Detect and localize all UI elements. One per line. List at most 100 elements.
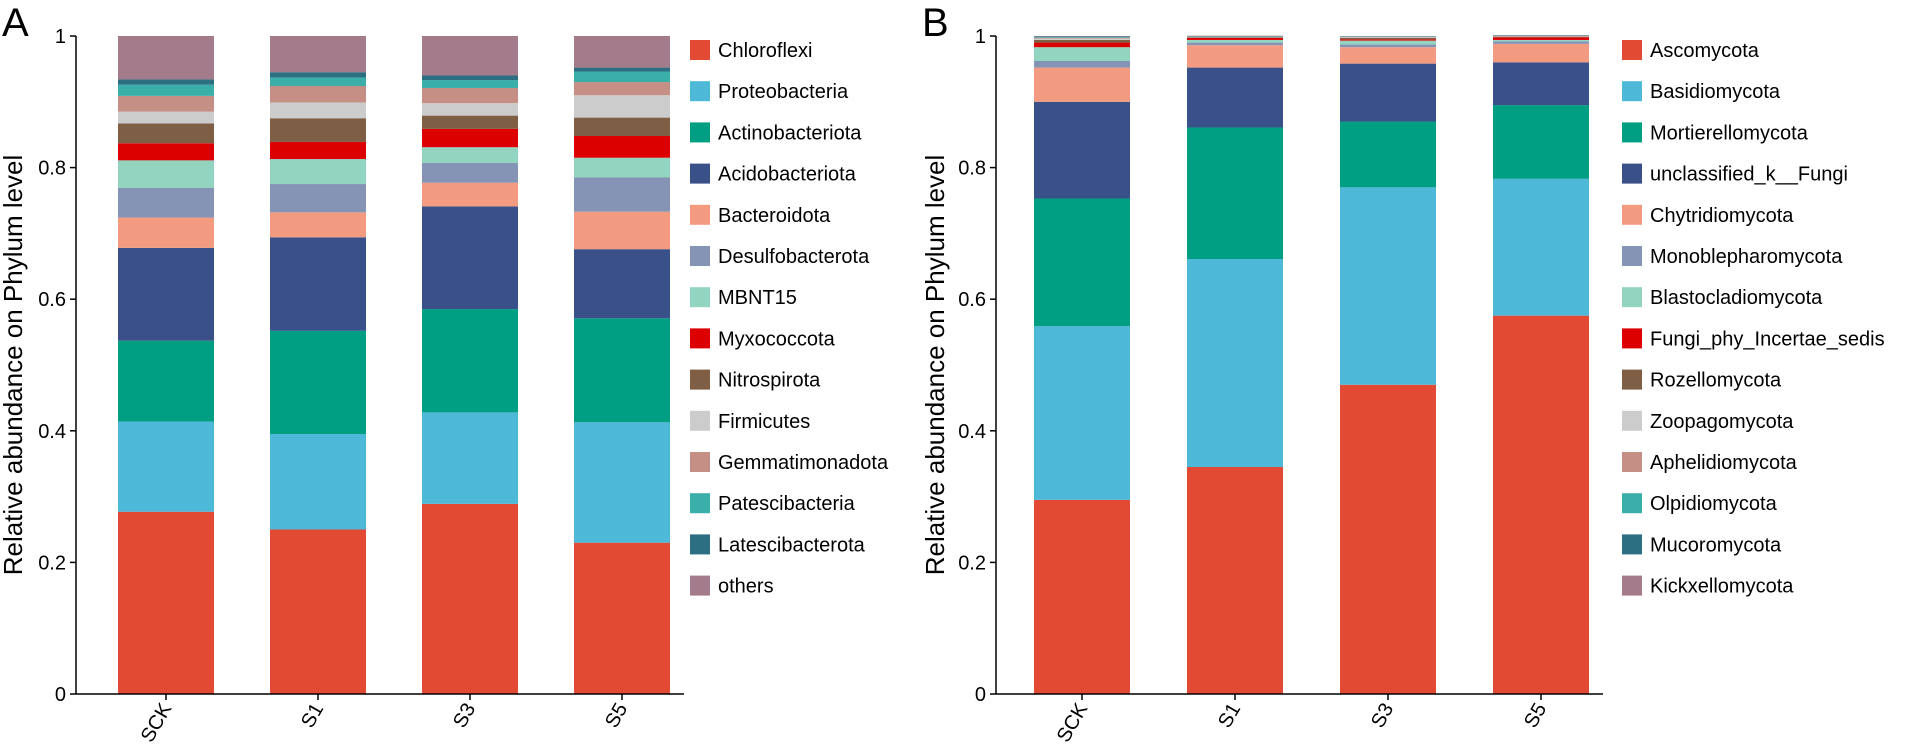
panel-b-bar-s3-seg-3 [1340,63,1436,122]
panel-a-legend-label: Nitrospirota [718,370,821,392]
panel-b-bar-s3-seg-8 [1340,37,1436,40]
panel-b-bar-s5-seg-8 [1493,36,1589,38]
panel-a-bar-s3-seg-12 [422,75,518,81]
panel-a-x-tick-label: S1 [297,700,328,732]
panel-a-legend-swatch [690,287,710,308]
panel-a-legend-swatch [690,204,710,225]
panel-a-bar-s5-seg-11 [574,71,670,83]
panel-a-legend-label: Proteobacteria [718,81,849,103]
panel-a-bar-s1-seg-9 [270,102,366,119]
panel-a-legend: Chloroflexi Proteobacteria Actinobacteriot… [690,40,889,598]
panel-a-bar-sck-seg-13 [118,36,214,80]
panel-b-bar-s5-seg-1 [1493,178,1589,316]
panel-b-bar-sck-seg-8 [1034,39,1130,43]
panel-b-legend-label: Olpidiomycota [1650,493,1778,515]
panel-b-bar-sck-seg-0 [1034,499,1130,694]
panel-a-bar-sck-seg-10 [118,95,214,112]
panel-a-y-axis-title: Relative abundance on Phylum level [0,155,28,576]
panel-b-y-tick-label: 0 [975,684,986,706]
panel-b-bar-s1-seg-7 [1187,37,1283,40]
panel-a-y-tick-label: 0 [55,684,66,706]
panel-a-bar-sck-seg-8 [118,123,214,144]
panel-b-legend-swatch [1622,410,1642,431]
panel-a-bar-s5-seg-7 [574,136,670,158]
panel-b-bar-s5-seg-4 [1493,43,1589,63]
panel-a-bar-s5-seg-5 [574,177,670,212]
panel-b-y-tick-label: 0.8 [958,158,986,180]
panel-b-legend-swatch [1622,246,1642,266]
panel-a-legend-label: Bacteroidota [718,205,831,227]
panel-a-bar-s1-seg-11 [270,77,366,87]
panel-a-bar-sck-seg-0 [118,511,214,694]
panel-b-legend-label: Chytridiomycota [1650,205,1794,227]
panel-b-y-axis-title: Relative abundance on Phylum level [920,155,950,576]
panel-b-bar-s3-seg-2 [1340,121,1436,188]
panel-b-legend: Ascomycota Basidiomycota Mortierellomycota… [1622,40,1885,598]
panel-b-bar-s1-seg-6 [1187,39,1283,43]
panel-b-legend-swatch [1622,204,1642,225]
panel-b-bar-sck-seg-3 [1034,101,1130,199]
panel-b-bar-sck-seg-1 [1034,326,1130,500]
panel-a-bar-sck-seg-6 [118,160,214,188]
panel-a-bar-sck-seg-2 [118,340,214,422]
panel-a-y-tick-label: 0.6 [38,289,66,311]
panel-a-bar-s1-seg-12 [270,72,366,78]
panel-b-legend-swatch [1622,40,1642,60]
panel-b-letter: B [922,1,949,45]
panel-b-bar-sck-seg-5 [1034,61,1130,68]
panel-a-bar-sck-seg-12 [118,79,214,85]
panel-a-bar-s1-seg-13 [270,36,366,73]
panel-b-legend-swatch [1622,122,1642,143]
panel-a-legend-swatch [690,81,710,102]
panel-b-bars [1034,35,1589,694]
panel-a-bar-s3-seg-10 [422,87,518,104]
panel-b-x-tick-label: S1 [1214,700,1245,732]
panel-b-x-tick-label: SCK [1053,699,1093,746]
panel-b-bar-s5-seg-6 [1493,39,1589,42]
panel-a-legend-label: Desulfobacterota [718,246,870,268]
panel-b-bar-s3-seg-5 [1340,44,1436,48]
panel-a-bar-s5-seg-12 [574,67,670,72]
panel-a-legend-label: Myxococcota [718,328,836,350]
panel-a-legend-swatch [690,328,710,349]
panel-a-bar-s3-seg-8 [422,115,518,129]
panel-a-y-tick-label: 0.8 [38,158,66,180]
panel-b-bar-s5-seg-0 [1493,315,1589,694]
panel-b-legend-swatch [1622,81,1642,102]
panel-a-legend-swatch [690,122,710,143]
panel-a-bar-s1-seg-10 [270,86,366,103]
panel-b-legend-label: Monoblepharomycota [1650,246,1843,268]
panel-a-bar-sck-seg-4 [118,217,214,248]
panel-b-bar-s3-seg-7 [1340,39,1436,41]
panel-b-bar-s1-seg-2 [1187,127,1283,260]
panel-b-legend-label: Zoopagomycota [1650,411,1794,433]
panel-a-legend-label: Gemmatimonadota [718,452,889,474]
panel-b-y-tick-label: 0.2 [958,552,986,574]
panel-b-legend-label: Aphelidiomycota [1650,452,1798,474]
panel-b-bar-sck-seg-7 [1034,42,1130,48]
panel-a-legend-label: MBNT15 [718,287,797,309]
panel-a-legend-swatch [690,493,710,514]
panel-b-legend-swatch [1622,287,1642,308]
panel-a-bar-s5-seg-0 [574,542,670,694]
panel-a-bar-s1-seg-7 [270,141,366,160]
panel-a-y-tick-label: 0.4 [38,421,66,443]
panel-a-bar-s3-seg-11 [422,80,518,88]
panel-b-legend-label: Mortierellomycota [1650,122,1809,144]
panel-a-legend-swatch [690,452,710,472]
panel-a-legend-label: Actinobacteriota [718,122,862,144]
panel-a-x-tick-label: SCK [137,699,177,746]
panel-b-bar-s3-seg-1 [1340,187,1436,385]
panel-a-bar-s3-seg-3 [422,206,518,310]
panel-b-bar-sck-seg-4 [1034,67,1130,102]
panel-b-legend-label: Rozellomycota [1650,370,1782,392]
panel-a-bar-s3-seg-1 [422,412,518,504]
panel-a-bar-s1-seg-3 [270,237,366,331]
panel-a-bar-s1-seg-8 [270,118,366,142]
panel-a-legend-label: Firmicutes [718,411,810,433]
panel-b-bar-sck-seg-6 [1034,47,1130,62]
panel-b-bar-sck-seg-11 [1034,36,1130,38]
panel-a-y-tick-label: 1 [55,26,66,48]
panel-a-y-tick-label: 0.2 [38,552,66,574]
